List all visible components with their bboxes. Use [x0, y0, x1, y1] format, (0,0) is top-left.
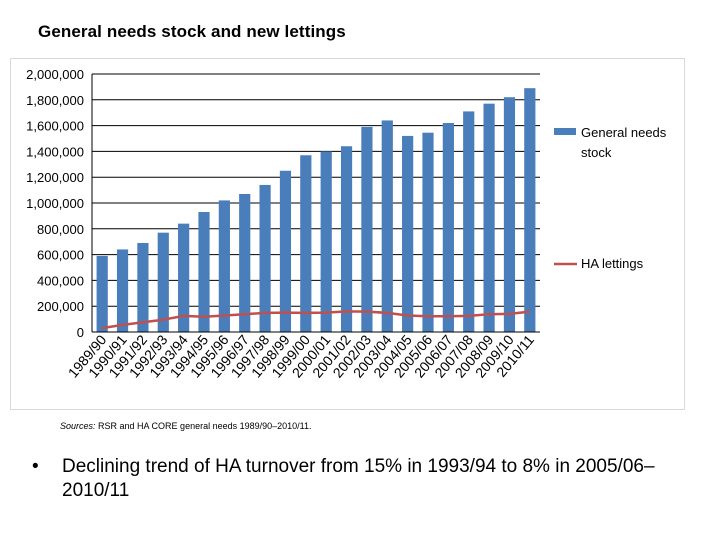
bar-general-needs-stock	[279, 170, 292, 332]
bar-general-needs-stock	[259, 184, 271, 332]
y-tick-label: 1,600,000	[26, 119, 84, 134]
y-tick-labels: 0 200,000 400,000 600,000 800,000 1,000,000 1,…	[26, 67, 84, 340]
legend-label-lettings: HA lettings	[581, 256, 644, 271]
y-tick-label: 1,200,000	[26, 170, 84, 185]
legend-label-stock-1: General needs	[581, 125, 667, 140]
line-ha-lettings	[102, 310, 530, 330]
bar-general-needs-stock	[442, 123, 454, 333]
bar-general-needs-stock	[524, 88, 536, 332]
sources-text: RSR and HA CORE general needs 1989/90–20…	[95, 421, 312, 431]
bar-general-needs-stock	[239, 193, 251, 332]
bar-general-needs-stock	[300, 155, 312, 332]
bar-general-needs-stock	[381, 120, 393, 332]
sources-label: Sources:	[60, 421, 96, 431]
bar-general-needs-stock	[340, 146, 353, 332]
sources-note: Sources: RSR and HA CORE general needs 1…	[60, 421, 312, 431]
bar-general-needs-stock	[503, 97, 516, 332]
x-tick-labels: 1989/901990/911991/921992/931993/941994/…	[65, 331, 538, 380]
legend-swatch-stock	[554, 128, 576, 135]
bar-general-needs-stock	[483, 103, 495, 332]
bar-general-needs-stock	[218, 200, 230, 332]
bar-general-needs-stock	[463, 111, 475, 332]
bullet-text: Declining trend of HA turnover from 15% …	[62, 456, 655, 501]
bullet-point: • Declining trend of HA turnover from 15…	[32, 455, 692, 503]
bullet-icon: •	[32, 456, 39, 477]
y-tick-label: 600,000	[37, 248, 84, 263]
slide-title: General needs stock and new lettings	[38, 22, 346, 41]
bar-general-needs-stock	[422, 132, 434, 332]
bar-general-needs-stock	[137, 242, 149, 332]
y-tick-label: 0	[77, 325, 84, 340]
bar-general-needs-stock	[320, 151, 332, 332]
bar-general-needs-stock	[361, 126, 373, 332]
y-tick-label: 200,000	[37, 299, 84, 314]
legend-label-stock-2: stock	[581, 145, 612, 160]
legend: General needs stock HA lettings	[554, 125, 667, 271]
y-tick-label: 1,800,000	[26, 93, 84, 108]
y-tick-label: 1,000,000	[26, 196, 84, 211]
bar-general-needs-stock	[178, 223, 190, 332]
y-tick-label: 1,400,000	[26, 144, 84, 159]
bar-general-needs-stock	[116, 249, 129, 332]
bar-general-needs-stock	[157, 232, 169, 332]
y-tick-label: 800,000	[37, 222, 84, 237]
y-tick-label: 400,000	[37, 273, 84, 288]
bars-general-needs-stock	[96, 88, 536, 333]
axes	[91, 74, 540, 333]
bar-general-needs-stock	[402, 135, 414, 332]
y-tick-label: 2,000,000	[26, 67, 84, 82]
bar-general-needs-stock	[96, 255, 108, 332]
bar-general-needs-stock	[198, 212, 210, 332]
